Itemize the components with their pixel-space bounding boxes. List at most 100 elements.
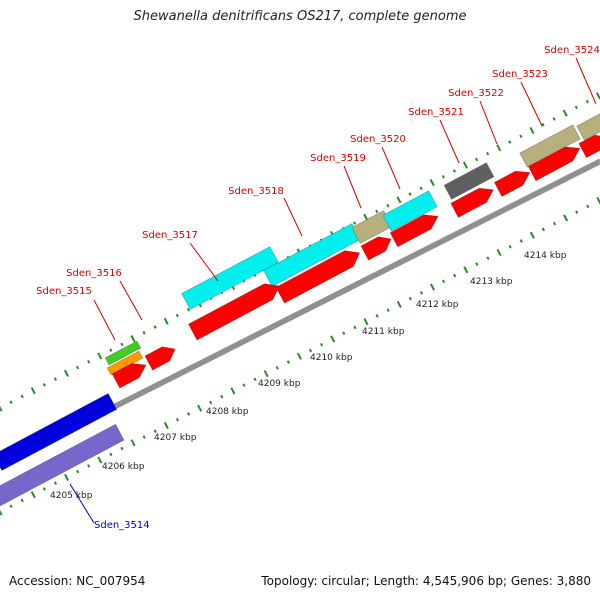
feature-bar-cyan [181,246,279,310]
inner-tick [529,231,535,239]
cds-arrow-red [450,187,495,218]
outer-tick [408,192,412,196]
inner-tick [419,291,424,295]
cds-arrow-red [187,283,280,341]
feature-bar-tan [519,124,581,168]
inner-tick [386,308,390,312]
outer-tick [519,134,523,139]
ruler-tick-label: 4208 kbp [206,407,249,417]
outer-tick [496,144,502,152]
inner-tick [153,429,157,434]
outer-tick [20,394,24,399]
inner-tick [552,221,557,226]
inner-tick [230,387,236,395]
inner-tick [575,210,579,214]
outer-tick [529,126,535,135]
inner-tick [87,464,91,468]
inner-tick [320,342,324,347]
outer-tick [375,209,379,214]
label-leader-line [283,197,303,237]
outer-tick [363,213,369,221]
feature-bar-green [104,340,142,366]
inner-tick [563,214,569,222]
inner-tick [175,417,180,422]
label-leader-line [93,299,116,341]
features [0,113,600,507]
gene-label-sden-3514[interactable]: Sden_3514 [94,520,150,531]
outer-tick [87,359,91,364]
inner-tick [275,366,279,370]
inner-tick [286,360,290,364]
label-leader-line [479,100,498,145]
label-leader-line [119,280,143,321]
inner-tick [408,296,412,301]
outer-tick [163,317,169,325]
outer-tick [474,157,479,162]
inner-tick [508,244,512,249]
cds-arrow-red [144,346,176,371]
outer-tick [429,178,435,187]
outer-tick [419,186,423,191]
feature-bar-blue [0,392,118,472]
inner-tick [263,370,269,378]
feature-bar-cyan [382,190,438,232]
gene-label-sden-3515[interactable]: Sden_3515 [36,286,92,297]
outer-tick [53,377,57,381]
gene-label-sden-3518[interactable]: Sden_3518 [228,186,284,197]
accession-text: Accession: NC_007954 [9,574,146,588]
cds-arrow-red [493,170,531,198]
inner-tick [242,383,246,387]
inner-tick [209,400,213,405]
label-leader-line [439,119,460,164]
inner-tick [76,469,80,474]
inner-tick [296,352,302,360]
gene-label-sden-3524[interactable]: Sden_3524 [544,45,600,56]
ruler-tick-label: 4207 kbp [154,433,197,443]
cds-arrow-red [111,363,147,389]
gene-label-sden-3522[interactable]: Sden_3522 [448,88,504,99]
inner-tick [475,262,479,266]
inner-tick [42,487,46,491]
gene-label-sden-3519[interactable]: Sden_3519 [310,153,366,164]
outer-tick [0,405,3,412]
inner-tick [453,273,457,278]
outer-tick [97,352,103,360]
inner-tick [586,204,590,209]
label-leader-line [343,165,362,209]
inner-tick [442,279,446,284]
gene-label-sden-3516[interactable]: Sden_3516 [66,268,122,279]
outer-tick [63,369,70,377]
inner-tick [186,412,191,416]
cds-arrow-red [578,134,600,159]
gene-label-sden-3520[interactable]: Sden_3520 [350,134,406,145]
outer-tick [441,174,445,179]
gene-label-sden-3521[interactable]: Sden_3521 [408,107,464,118]
outer-tick [574,105,578,110]
feature-bar-orange [106,350,144,376]
ruler-tick-label: 4211 kbp [362,327,405,337]
cds-arrow-red [527,146,581,182]
outer-tick [396,196,402,204]
label-leader-line [69,483,95,524]
outer-tick [120,342,124,347]
outer-tick [552,117,556,121]
gene-label-sden-3517[interactable]: Sden_3517 [142,230,198,241]
ruler-tick-label: 4214 kbp [524,251,567,261]
inner-tick [342,331,346,336]
label-leaders [69,57,597,524]
outer-tick [75,365,80,370]
inner-tick [430,283,436,291]
inner-tick [353,325,357,330]
label-leader-line [189,242,219,282]
outer-tick [541,122,545,127]
inner-tick [330,335,336,343]
inner-tick [97,456,103,464]
cds-arrow-red [389,214,439,248]
ruler-tick-label: 4212 kbp [416,300,459,310]
outer-tick [486,151,490,156]
ruler-tick-label: 4205 kbp [50,491,93,501]
gene-label-sden-3523[interactable]: Sden_3523 [492,69,548,80]
outer-tick [386,203,390,208]
inner-tick [375,314,379,318]
